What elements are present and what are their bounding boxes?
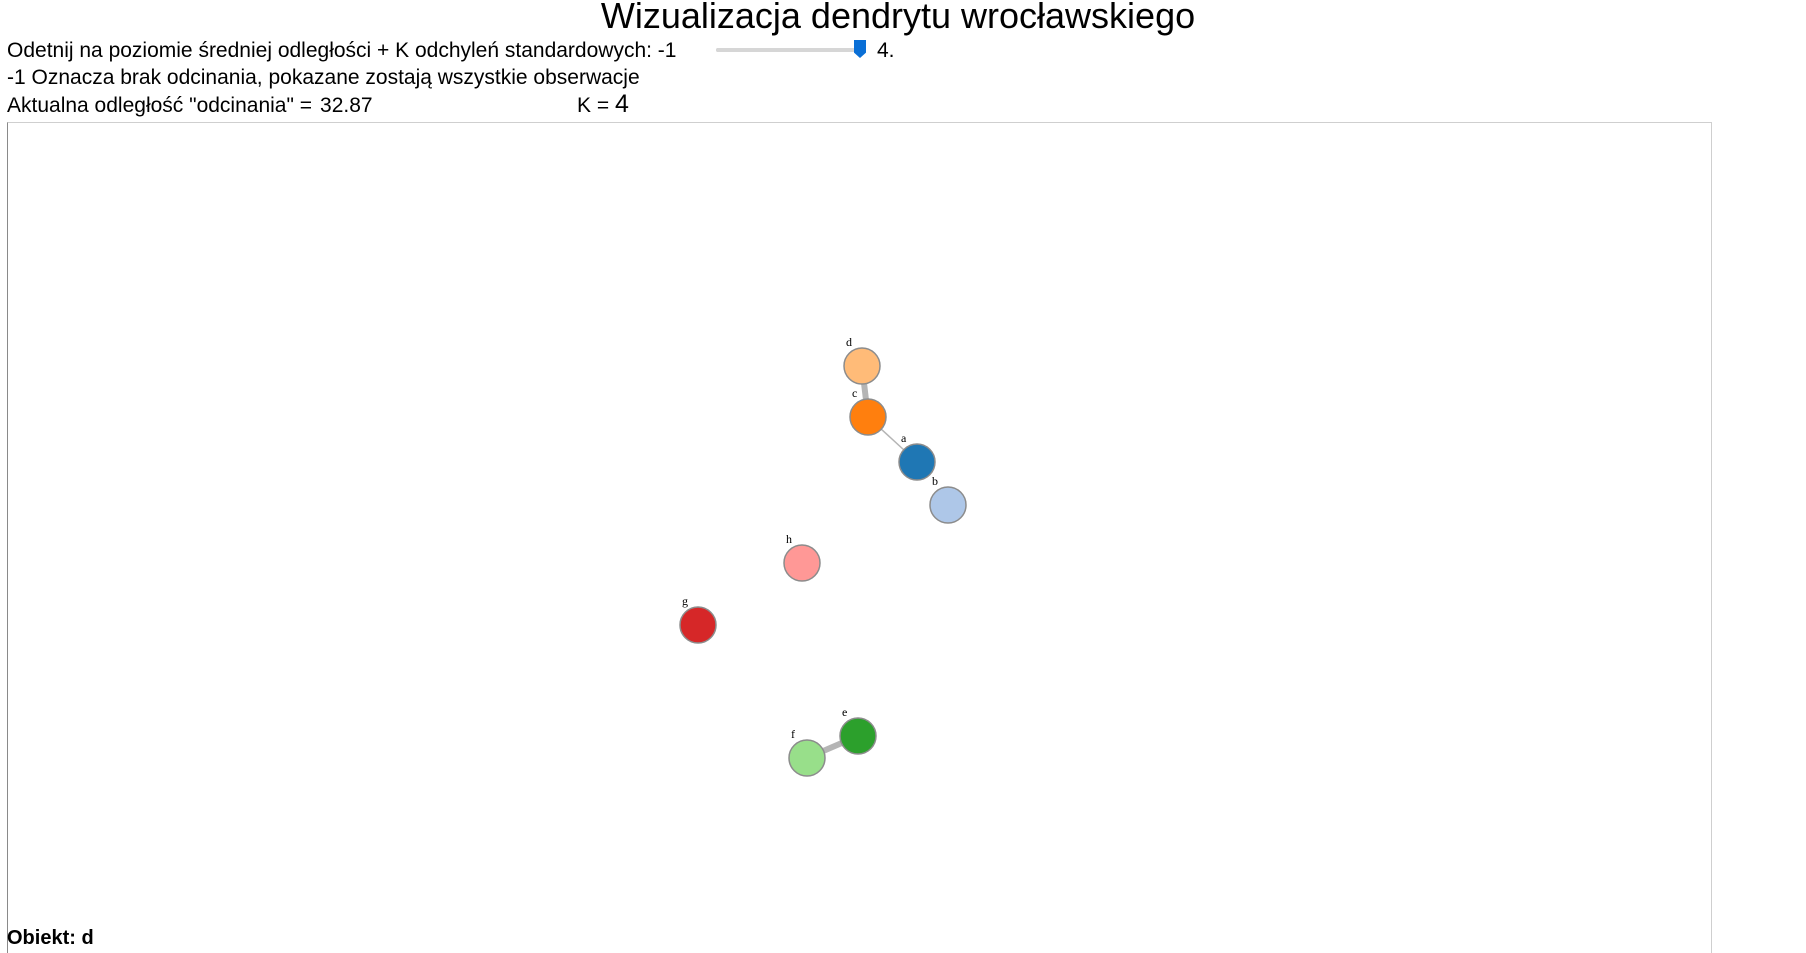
node-a[interactable]: a	[898, 431, 936, 481]
k-label: K =	[577, 94, 610, 117]
cutoff-distance-line: Aktualna odległość "odcinania" = 32.87	[7, 94, 373, 118]
node-label-b: b	[932, 474, 938, 488]
node-h[interactable]: h	[783, 532, 821, 582]
node-label-h: h	[786, 532, 792, 546]
graph-canvas[interactable]	[7, 122, 1712, 953]
node-label-d: d	[846, 335, 852, 349]
k-value: 4	[614, 90, 629, 118]
slider-max-label: 4.	[877, 39, 895, 62]
node-c[interactable]: c	[849, 386, 887, 436]
k-slider[interactable]	[716, 37, 866, 61]
node-circle-e[interactable]	[839, 717, 877, 755]
selected-object-label: Obiekt:	[7, 927, 76, 949]
selected-object: Obiekt: d	[7, 926, 94, 950]
node-label-f: f	[791, 727, 795, 741]
node-label-c: c	[852, 386, 857, 400]
node-f[interactable]: f	[788, 727, 826, 777]
node-d[interactable]: d	[843, 335, 881, 385]
node-e[interactable]: e	[839, 705, 877, 755]
page-title: Wizualizacja dendrytu wrocławskiego	[600, 0, 1196, 36]
node-label-g: g	[682, 594, 688, 608]
node-b[interactable]: b	[929, 474, 967, 524]
node-circle-b[interactable]	[929, 486, 967, 524]
selected-object-value: d	[81, 927, 94, 949]
node-label-e: e	[842, 705, 847, 719]
node-circle-g[interactable]	[679, 606, 717, 644]
slider-fill	[716, 48, 866, 52]
node-label-a: a	[901, 431, 907, 445]
node-circle-d[interactable]	[843, 347, 881, 385]
node-circle-c[interactable]	[849, 398, 887, 436]
node-g[interactable]: g	[679, 594, 717, 644]
slider-thumb[interactable]	[854, 40, 866, 58]
cutoff-prompt: Odetnij na poziomie średniej odległości …	[7, 39, 677, 62]
cutoff-distance-value: 32.87	[320, 94, 373, 117]
node-circle-h[interactable]	[783, 544, 821, 582]
nodes-layer: d c a b h g e f	[679, 335, 967, 777]
k-readout: K = 4	[577, 91, 629, 119]
cutoff-note: -1 Oznacza brak odcinania, pokazane zost…	[7, 66, 640, 89]
node-circle-a[interactable]	[898, 443, 936, 481]
node-circle-f[interactable]	[788, 739, 826, 777]
cutoff-distance-label: Aktualna odległość "odcinania" =	[7, 94, 313, 117]
